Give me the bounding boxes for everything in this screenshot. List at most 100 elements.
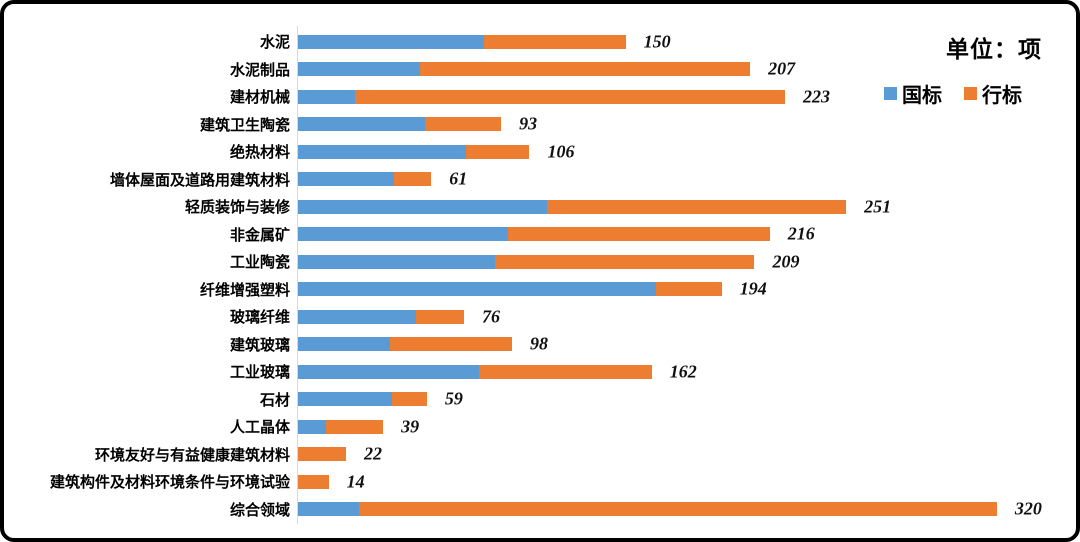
bar-segment-guobiao <box>298 392 392 407</box>
bar-segment-hangbiao <box>389 337 513 352</box>
bar-area: 61 <box>298 169 1076 189</box>
bar-area: 106 <box>298 141 1076 161</box>
chart-row: 水泥制品 207 <box>4 56 1076 84</box>
chart-row: 工业陶瓷 209 <box>4 248 1076 276</box>
bar-area: 76 <box>298 306 1076 326</box>
bar-segment-hangbiao <box>391 392 427 407</box>
category-label: 工业陶瓷 <box>229 254 290 272</box>
legend-label-hangbiao: 行标 <box>982 85 1022 107</box>
value-label: 93 <box>519 113 538 134</box>
bar-segment-guobiao <box>298 364 480 379</box>
bar-area: 194 <box>298 279 1076 299</box>
bar-segment-hangbiao <box>656 282 722 297</box>
bar-area: 98 <box>298 334 1076 354</box>
value-label: 76 <box>481 306 500 327</box>
value-label: 320 <box>1014 498 1042 519</box>
category-label: 综合领域 <box>229 501 290 519</box>
category-label: 环境友好与有益健康建筑材料 <box>94 446 290 464</box>
chart-row: 墙体屋面及道路用建筑材料 61 <box>4 166 1076 194</box>
bar-area: 251 <box>298 196 1076 216</box>
bar-area: 320 <box>298 499 1076 519</box>
bar-area: 209 <box>298 251 1076 271</box>
legend-swatch-guobiao-icon <box>884 87 897 100</box>
bar-segment-guobiao <box>298 89 355 104</box>
bar-area: 22 <box>298 444 1076 464</box>
bar-segment-guobiao <box>298 337 390 352</box>
value-label: 106 <box>547 141 575 162</box>
y-axis-line <box>297 26 298 524</box>
category-label: 水泥制品 <box>229 61 290 79</box>
legend-item-guobiao: 国标 <box>884 79 942 108</box>
chart-rows: 水泥 150 水泥制品 207 建材机械 223 建筑卫生陶瓷 93 绝热材料 106 墙体屋面及道… <box>4 28 1076 524</box>
bar-segment-hangbiao <box>298 447 347 462</box>
chart-row: 人工晶体 39 <box>4 413 1076 441</box>
value-label: 216 <box>787 223 815 244</box>
category-label: 轻质装饰与装修 <box>184 199 290 217</box>
category-label: 建筑构件及材料环境条件与环境试验 <box>49 474 290 492</box>
category-label: 非金属矿 <box>229 226 290 244</box>
bar-segment-hangbiao <box>466 144 530 159</box>
chart-row: 环境友好与有益健康建筑材料 22 <box>4 441 1076 469</box>
chart-row: 轻质装饰与装修 251 <box>4 193 1076 221</box>
category-label: 石材 <box>259 391 290 409</box>
category-label: 人工晶体 <box>229 419 290 437</box>
bar-area: 162 <box>298 361 1076 381</box>
bar-segment-hangbiao <box>420 62 751 77</box>
bar-segment-guobiao <box>298 254 495 269</box>
chart-row: 绝热材料 106 <box>4 138 1076 166</box>
bar-segment-guobiao <box>298 62 421 77</box>
bar-area: 93 <box>298 114 1076 134</box>
bar-segment-guobiao <box>298 419 327 434</box>
bar-area: 150 <box>298 31 1076 51</box>
chart-row: 纤维增强塑料 194 <box>4 276 1076 304</box>
bar-segment-guobiao <box>298 309 416 324</box>
bar-segment-hangbiao <box>354 89 786 104</box>
value-label: 39 <box>401 416 420 437</box>
chart-row: 建材机械 223 <box>4 83 1076 111</box>
bar-area: 14 <box>298 471 1076 491</box>
value-label: 61 <box>449 168 468 189</box>
value-label: 209 <box>772 251 800 272</box>
bar-area: 207 <box>298 59 1076 79</box>
legend-item-hangbiao: 行标 <box>964 79 1022 108</box>
category-label: 建筑卫生陶瓷 <box>199 116 290 134</box>
bar-segment-guobiao <box>298 172 395 187</box>
bar-segment-hangbiao <box>424 117 502 132</box>
chart-row: 水泥 150 <box>4 28 1076 56</box>
value-label: 162 <box>669 361 697 382</box>
bar-segment-hangbiao <box>483 34 626 49</box>
category-label: 工业玻璃 <box>229 364 290 382</box>
value-label: 223 <box>803 86 831 107</box>
chart-row: 建筑构件及材料环境条件与环境试验 14 <box>4 468 1076 496</box>
category-label: 绝热材料 <box>229 144 290 162</box>
category-label: 纤维增强塑料 <box>199 281 290 299</box>
category-label: 建材机械 <box>229 89 290 107</box>
bar-segment-guobiao <box>298 282 657 297</box>
bar-area: 223 <box>298 86 1076 106</box>
bar-segment-guobiao <box>298 144 467 159</box>
chart-row: 石材 59 <box>4 386 1076 414</box>
bar-segment-hangbiao <box>507 227 770 242</box>
value-label: 22 <box>364 443 383 464</box>
bar-segment-guobiao <box>298 117 425 132</box>
bar-segment-hangbiao <box>479 364 652 379</box>
bar-segment-hangbiao <box>546 199 847 214</box>
value-label: 194 <box>739 278 767 299</box>
bar-area: 39 <box>298 416 1076 436</box>
unit-label: 单位：项 <box>946 36 1042 62</box>
bar-segment-hangbiao <box>494 254 755 269</box>
legend: 国标 行标 <box>884 79 1022 108</box>
value-label: 207 <box>768 58 796 79</box>
bar-segment-hangbiao <box>415 309 464 324</box>
bar-area: 216 <box>298 224 1076 244</box>
bar-segment-hangbiao <box>359 502 997 517</box>
bar-segment-guobiao <box>298 502 360 517</box>
chart-row: 综合领域 320 <box>4 496 1076 524</box>
bar-segment-guobiao <box>298 227 508 242</box>
chart-row: 建筑卫生陶瓷 93 <box>4 111 1076 139</box>
category-label: 墙体屋面及道路用建筑材料 <box>109 171 290 189</box>
bar-segment-hangbiao <box>298 474 329 489</box>
legend-label-guobiao: 国标 <box>902 85 942 107</box>
bar-segment-hangbiao <box>394 172 432 187</box>
